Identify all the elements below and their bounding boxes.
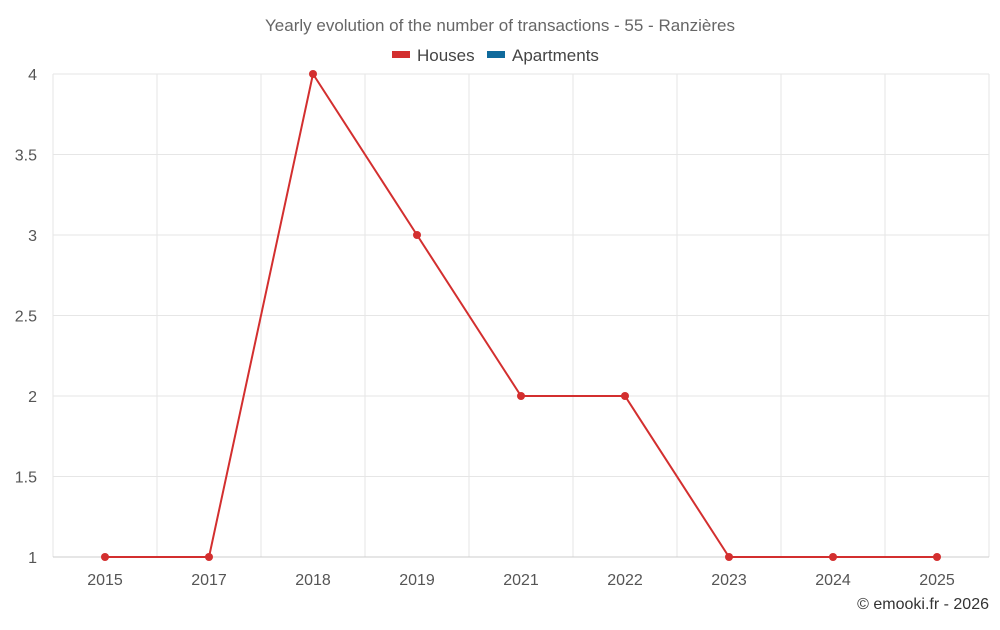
data-point-houses[interactable] <box>621 392 629 400</box>
data-point-houses[interactable] <box>829 553 837 561</box>
x-tick-label: 2017 <box>191 572 227 589</box>
x-tick-label: 2025 <box>919 572 955 589</box>
y-tick-label: 2.5 <box>15 309 37 326</box>
series-layer <box>101 70 941 561</box>
legend-swatch-houses <box>392 51 410 58</box>
y-tick-label: 1.5 <box>15 470 37 487</box>
x-tick-label: 2024 <box>815 572 851 589</box>
data-point-houses[interactable] <box>517 392 525 400</box>
credit-text: © emooki.fr - 2026 <box>857 596 989 613</box>
y-tick-label: 2 <box>28 389 37 406</box>
y-axis-ticks: 1 1.5 2 2.5 3 3.5 4 <box>15 67 37 567</box>
grid <box>52 73 990 558</box>
x-tick-label: 2019 <box>399 572 435 589</box>
data-point-houses[interactable] <box>101 553 109 561</box>
legend-label-houses[interactable]: Houses <box>417 46 475 65</box>
data-point-houses[interactable] <box>309 70 317 78</box>
x-tick-label: 2022 <box>607 572 643 589</box>
y-tick-label: 1 <box>28 550 37 567</box>
legend: Houses Apartments <box>392 46 599 65</box>
y-tick-label: 3.5 <box>15 148 37 165</box>
chart-title: Yearly evolution of the number of transa… <box>265 16 735 35</box>
x-tick-label: 2018 <box>295 572 331 589</box>
legend-label-apartments[interactable]: Apartments <box>512 46 599 65</box>
x-axis-ticks: 2015 2017 2018 2019 2021 2022 2023 2024 2025 <box>87 572 955 589</box>
data-point-houses[interactable] <box>725 553 733 561</box>
y-tick-label: 4 <box>28 67 37 84</box>
x-tick-label: 2021 <box>503 572 539 589</box>
data-point-houses[interactable] <box>413 231 421 239</box>
x-tick-label: 2023 <box>711 572 747 589</box>
data-point-houses[interactable] <box>205 553 213 561</box>
legend-swatch-apartments <box>487 51 505 58</box>
y-tick-label: 3 <box>28 228 37 245</box>
data-point-houses[interactable] <box>933 553 941 561</box>
x-tick-label: 2015 <box>87 572 123 589</box>
